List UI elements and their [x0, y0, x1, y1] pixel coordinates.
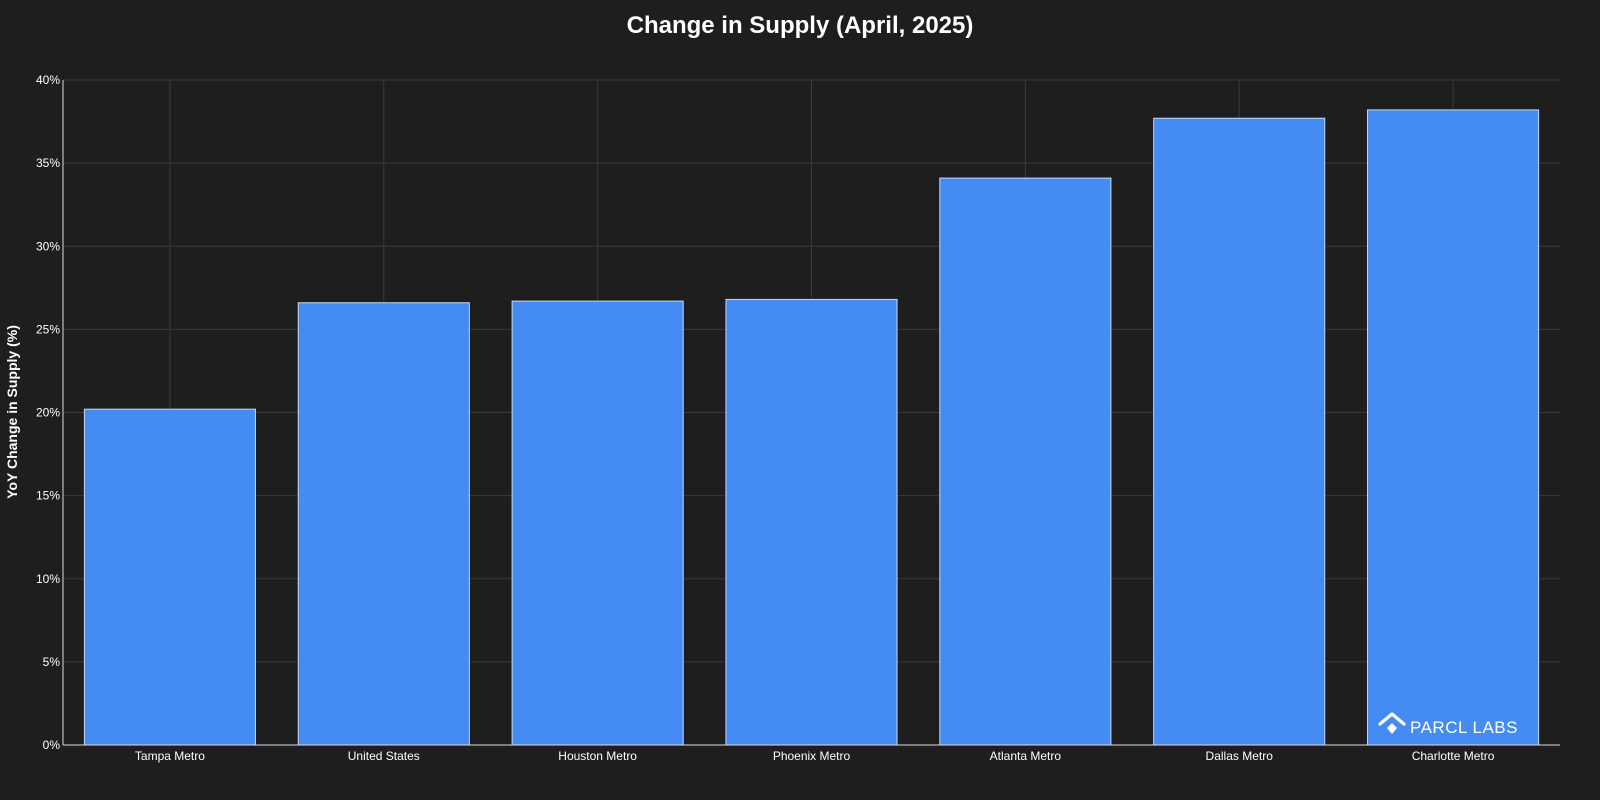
y-tick-label: 20%	[36, 406, 60, 420]
y-tick-label: 15%	[36, 489, 60, 503]
x-tick-label: Houston Metro	[558, 749, 637, 763]
x-tick-label: Tampa Metro	[135, 749, 205, 763]
bar	[939, 177, 1112, 746]
chart-title: Change in Supply (April, 2025)	[627, 12, 974, 39]
y-tick-label: 5%	[43, 655, 61, 669]
x-tick-label: Phoenix Metro	[773, 749, 851, 763]
bar	[297, 302, 470, 746]
y-tick-label: 30%	[36, 239, 60, 253]
x-tick-label: Atlanta Metro	[990, 749, 1062, 763]
x-tick-label: Dallas Metro	[1206, 749, 1274, 763]
logo-text: PARCL LABS	[1410, 718, 1518, 737]
bar	[511, 300, 684, 746]
y-tick-label: 10%	[36, 572, 60, 586]
parcl-labs-logo-icon	[1378, 712, 1406, 734]
y-tick-label: 0%	[43, 738, 61, 752]
y-tick-label: 25%	[36, 322, 60, 336]
parcl-labs-logo: PARCL LABS	[1378, 712, 1518, 737]
x-tick-label: United States	[348, 749, 420, 763]
x-tick-label: Charlotte Metro	[1412, 749, 1495, 763]
y-axis-ticks: 0% 5% 10% 15% 20% 25% 30% 35% 40%	[36, 73, 60, 752]
bars	[83, 109, 1540, 746]
bar	[1367, 109, 1540, 746]
bar	[83, 408, 256, 746]
x-axis-ticks: Tampa Metro United States Houston Metro Pho…	[135, 749, 1495, 763]
y-tick-label: 40%	[36, 73, 60, 87]
bar	[725, 298, 898, 746]
y-axis-label: YoY Change in Supply (%)	[4, 325, 20, 499]
y-tick-label: 35%	[36, 156, 60, 170]
bar	[1153, 117, 1326, 746]
